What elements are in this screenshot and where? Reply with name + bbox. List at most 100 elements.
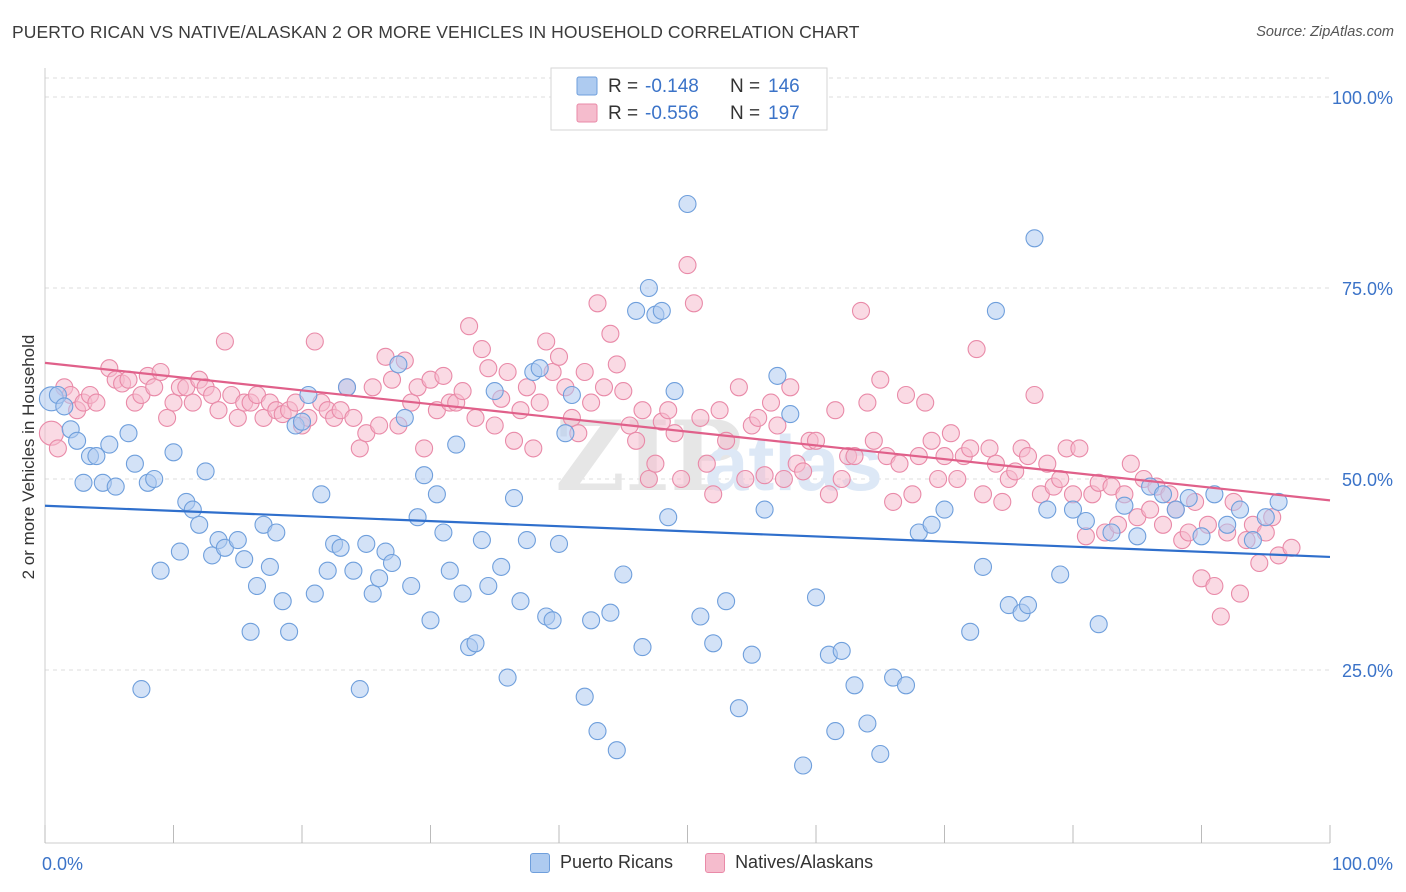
point-native-alaskan-70 (498, 362, 517, 382)
point-native-alaskan-138 (948, 469, 967, 489)
point-puerto-rican-98 (755, 500, 774, 519)
legend-swatch-puerto-ricans (530, 852, 550, 873)
point-native-alaskan-73 (517, 378, 536, 397)
point-native-alaskan-102 (704, 485, 723, 504)
point-puerto-rican-92 (678, 194, 697, 214)
point-puerto-rican-95 (717, 592, 736, 611)
point-puerto-rican-77 (556, 424, 575, 443)
legend-n-value-blue: 146 (768, 76, 800, 97)
point-native-alaskan-123 (851, 301, 871, 320)
point-puerto-rican-47 (363, 584, 382, 603)
point-puerto-rican-26 (228, 531, 247, 550)
point-native-alaskan-71 (504, 431, 524, 450)
point-native-alaskan-63 (453, 382, 472, 401)
point-puerto-rican-29 (247, 576, 267, 596)
point-puerto-rican-66 (485, 382, 504, 401)
point-puerto-rican-122 (1051, 565, 1070, 584)
point-native-alaskan-1 (48, 439, 67, 458)
point-puerto-rican-119 (1018, 596, 1038, 615)
point-puerto-rican-82 (601, 603, 620, 622)
point-native-alaskan-145 (993, 492, 1012, 511)
point-native-alaskan-49 (363, 378, 382, 397)
point-puerto-rican-84 (614, 565, 633, 584)
point-puerto-rican-61 (453, 584, 472, 603)
point-puerto-rican-138 (1256, 508, 1275, 527)
point-native-alaskan-21 (183, 393, 202, 412)
point-puerto-rican-125 (1089, 615, 1108, 634)
point-puerto-rican-27 (235, 550, 254, 569)
point-puerto-rican-73 (530, 359, 549, 378)
point-native-alaskan-100 (691, 408, 710, 427)
point-puerto-rican-52 (395, 408, 414, 427)
point-native-alaskan-112 (774, 469, 793, 489)
point-puerto-rican-45 (350, 680, 369, 699)
point-native-alaskan-103 (710, 401, 729, 420)
point-native-alaskan-15 (145, 378, 164, 397)
point-puerto-rican-17 (164, 443, 183, 462)
point-native-alaskan-110 (761, 393, 781, 412)
point-native-alaskan-96 (665, 424, 684, 443)
watermark: ZIP atlas (555, 400, 883, 513)
point-native-alaskan-86 (601, 324, 620, 343)
legend-n-label-pink: N = (730, 103, 760, 124)
trend-lines (44, 361, 1331, 559)
point-native-alaskan-67 (479, 359, 498, 378)
legend-label-puerto-ricans: Puerto Ricans (560, 852, 674, 872)
point-puerto-rican-76 (549, 534, 569, 553)
point-puerto-rican-133 (1192, 527, 1211, 546)
point-native-alaskan-136 (935, 447, 954, 466)
point-puerto-rican-34 (280, 622, 299, 641)
point-puerto-rican-75 (543, 611, 562, 630)
point-puerto-rican-55 (415, 466, 434, 485)
point-native-alaskan-189 (1282, 538, 1301, 557)
point-native-alaskan-72 (511, 401, 530, 420)
trend-line-natives-alaskans (44, 361, 1331, 502)
point-puerto-rican-124 (1076, 511, 1095, 531)
point-native-alaskan-168 (1141, 500, 1160, 519)
point-puerto-rican-39 (312, 485, 331, 504)
point-puerto-rican-46 (357, 534, 376, 553)
legend-r-value-blue: -0.148 (645, 76, 699, 97)
point-puerto-rican-71 (517, 531, 536, 550)
point-native-alaskan-135 (929, 469, 948, 489)
point-native-alaskan-179 (1211, 607, 1230, 626)
point-puerto-rican-2 (55, 397, 74, 416)
point-puerto-rican-87 (639, 278, 658, 298)
point-puerto-rican-112 (922, 515, 941, 534)
point-native-alaskan-185 (1250, 553, 1269, 573)
point-native-alaskan-25 (209, 401, 228, 420)
point-puerto-rican-48 (370, 569, 389, 588)
point-puerto-rican-12 (125, 454, 144, 473)
axes (44, 68, 1331, 844)
point-native-alaskan-170 (1153, 515, 1173, 534)
point-native-alaskan-165 (1121, 454, 1140, 473)
y-tick-label-75: 75.0% (1342, 279, 1393, 299)
source-label: Source: ZipAtlas.com (1256, 24, 1394, 40)
point-native-alaskan-158 (1076, 527, 1095, 546)
point-puerto-rican-28 (241, 622, 260, 641)
point-native-alaskan-122 (845, 447, 864, 466)
point-native-alaskan-101 (697, 454, 716, 473)
point-puerto-rican-9 (100, 435, 119, 454)
point-native-alaskan-68 (485, 416, 504, 435)
point-native-alaskan-142 (973, 485, 993, 504)
point-puerto-rican-136 (1230, 500, 1250, 519)
point-puerto-rican-4 (68, 431, 87, 450)
point-native-alaskan-149 (1018, 447, 1038, 466)
point-puerto-rican-15 (145, 469, 164, 489)
point-native-alaskan-141 (967, 340, 986, 359)
point-puerto-rican-115 (973, 557, 993, 576)
point-native-alaskan-115 (794, 462, 813, 481)
point-puerto-rican-18 (170, 542, 189, 561)
point-puerto-rican-16 (151, 561, 170, 580)
point-puerto-rican-60 (447, 435, 466, 454)
point-puerto-rican-20 (183, 500, 202, 519)
point-puerto-rican-58 (434, 523, 453, 542)
point-puerto-rican-134 (1205, 485, 1224, 504)
point-native-alaskan-118 (819, 485, 838, 504)
y-tick-label-100: 100.0% (1332, 88, 1393, 108)
point-puerto-rican-90 (659, 508, 678, 527)
point-native-alaskan-126 (871, 370, 890, 389)
